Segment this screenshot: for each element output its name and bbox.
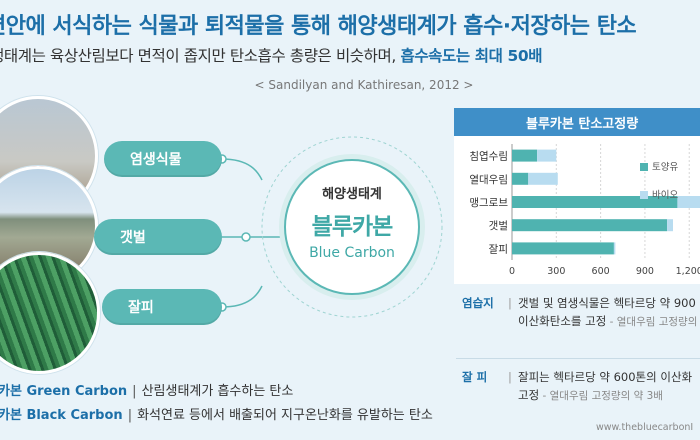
subline: 생태계는 육상산림보다 면적이 좁지만 탄소흡수 총량은 비슷하며, 흡수속도는…: [0, 44, 700, 66]
blue-carbon-circle: 해양생태계 블루카본 Blue Carbon: [284, 159, 420, 295]
headline: 연안에 서식하는 식물과 퇴적물을 통해 해양생태계가 흡수·저장하는 탄소: [0, 14, 637, 39]
chart-legend-label: 바이오: [652, 190, 678, 201]
chart-tick-label: 300: [547, 266, 565, 277]
definition-text: 화석연료 등에서 배출되어 지구온난화를 유발하는 탄소: [137, 408, 433, 423]
subline-highlight: 흡수속도는 최대 50배: [400, 47, 543, 65]
subline-text: 생태계는 육상산림보다 면적이 좁지만 탄소흡수 총량은 비슷하며,: [0, 47, 401, 65]
notes-divider: [456, 358, 700, 359]
center-english-label: Blue Carbon: [309, 245, 395, 261]
connector-dot-2: [241, 232, 251, 242]
definition-black-carbon: 카본 Black Carbon | 화석연료 등에서 배출되어 지구온난화를 유발하…: [0, 404, 433, 423]
note-body: 갯벌 및 염생식물은 헥타르당 약 900 이산화탄소를 고정 - 열대우림 고…: [518, 294, 700, 331]
definition-separator: |: [127, 408, 133, 423]
chart-bar: [667, 219, 673, 232]
chart-bar: [512, 149, 538, 162]
chart-category-label: 침엽수림: [469, 151, 508, 163]
chart-bar: [613, 242, 616, 255]
chart-bar: [512, 242, 614, 255]
note-body: 잘피는 헥타르당 약 600톤의 이산화 고정 - 열대우림 고정량의 약 3배: [518, 368, 700, 405]
chart-legend-swatch: [640, 191, 648, 199]
chart-category-label: 열대우림: [469, 174, 508, 186]
definition-green-carbon: 카본 Green Carbon | 산림생태계가 흡수하는 탄소: [0, 380, 293, 399]
chart-title: 블루카본 탄소고정량: [454, 108, 700, 136]
chart-bar: [537, 149, 557, 162]
chart-bar: [512, 196, 678, 208]
note-line-2: 고정 - 열대우림 고정량의 약 3배: [518, 386, 700, 405]
category-tidal-flat: 갯벌: [94, 219, 222, 255]
category-salt-marsh-plant: 염생식물: [104, 141, 222, 177]
definition-term: 카본 Black Carbon: [0, 408, 123, 423]
note-label: 잘 피: [462, 370, 488, 384]
definition-term: 카본 Green Carbon: [0, 384, 128, 399]
chart-category-label: 맹그로브: [469, 197, 508, 209]
connector-top: [221, 158, 263, 181]
chart-category-label: 잘피: [489, 243, 508, 255]
category-seagrass: 잘피: [102, 289, 222, 325]
note-line: 잘피는 헥타르당 약 600톤의 이산화: [518, 370, 693, 384]
chart-tick-label: 600: [592, 266, 610, 277]
chart-tick-label: 1,200: [676, 266, 700, 277]
chart-legend-swatch: [640, 163, 648, 171]
center-top-label: 해양생태계: [322, 187, 382, 202]
note-label: 염습지: [462, 296, 494, 310]
chart-bar: [512, 172, 529, 185]
connector-bottom: [221, 285, 263, 308]
citation: < Sandilyan and Kathiresan, 2012 >: [254, 78, 474, 92]
chart-category-label: 갯벌: [489, 220, 508, 232]
center-main-label: 블루카본: [311, 214, 394, 240]
note-line-sub: - 열대우림 고정량의: [606, 316, 698, 328]
definition-text: 산림생태계가 흡수하는 탄소: [141, 384, 294, 399]
note-separator: |: [508, 296, 512, 310]
seagrass-photo: [0, 252, 100, 374]
note-line-sub: - 열대우림 고정량의 약 3배: [539, 390, 663, 402]
chart-tick-label: 0: [509, 266, 515, 277]
website-url: www.thebluecarbonI: [596, 422, 694, 433]
chart-bar: [677, 196, 700, 208]
note-line-2: 이산화탄소를 고정 - 열대우림 고정량의: [518, 312, 700, 331]
note-separator: |: [508, 370, 512, 384]
note-line: 갯벌 및 염생식물은 헥타르당 약 900: [518, 296, 696, 310]
chart-tick-label: 900: [636, 266, 654, 277]
definition-separator: |: [132, 384, 137, 399]
note-line-main: 이산화탄소를 고정: [518, 314, 607, 328]
chart-bar: [512, 219, 668, 232]
chart-bar: [528, 172, 558, 185]
note-line-main: 고정: [518, 388, 540, 402]
chart-legend-label: 토양유: [652, 162, 678, 173]
